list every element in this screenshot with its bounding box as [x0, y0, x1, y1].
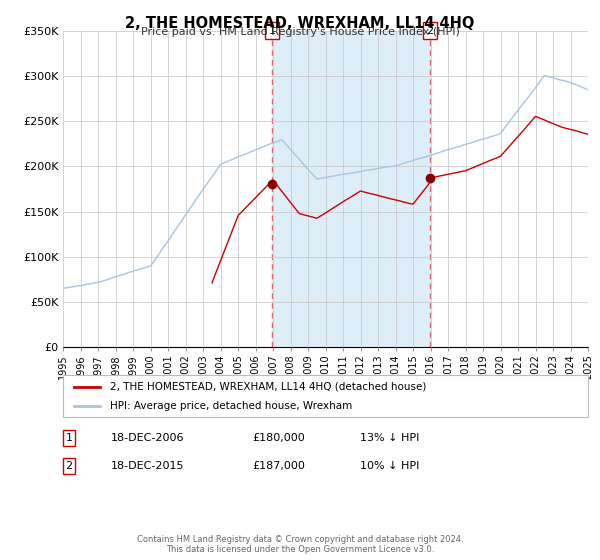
Text: 2: 2: [65, 461, 73, 471]
Text: £180,000: £180,000: [252, 433, 305, 443]
Text: 2, THE HOMESTEAD, WREXHAM, LL14 4HQ (detached house): 2, THE HOMESTEAD, WREXHAM, LL14 4HQ (det…: [110, 381, 427, 391]
Text: 2: 2: [426, 26, 433, 36]
Bar: [272, 31, 430, 347]
Text: Price paid vs. HM Land Registry's House Price Index (HPI): Price paid vs. HM Land Registry's House …: [140, 27, 460, 37]
Text: Contains HM Land Registry data © Crown copyright and database right 2024.: Contains HM Land Registry data © Crown c…: [137, 535, 463, 544]
Text: 1: 1: [269, 26, 276, 36]
Text: 10% ↓ HPI: 10% ↓ HPI: [360, 461, 419, 471]
FancyBboxPatch shape: [63, 375, 588, 417]
Text: This data is licensed under the Open Government Licence v3.0.: This data is licensed under the Open Gov…: [166, 545, 434, 554]
Text: 1: 1: [65, 433, 73, 443]
Text: 2, THE HOMESTEAD, WREXHAM, LL14 4HQ: 2, THE HOMESTEAD, WREXHAM, LL14 4HQ: [125, 16, 475, 31]
Text: £187,000: £187,000: [252, 461, 305, 471]
Text: HPI: Average price, detached house, Wrexham: HPI: Average price, detached house, Wrex…: [110, 401, 353, 411]
Text: 13% ↓ HPI: 13% ↓ HPI: [360, 433, 419, 443]
Text: 18-DEC-2006: 18-DEC-2006: [111, 433, 185, 443]
Text: 18-DEC-2015: 18-DEC-2015: [111, 461, 185, 471]
